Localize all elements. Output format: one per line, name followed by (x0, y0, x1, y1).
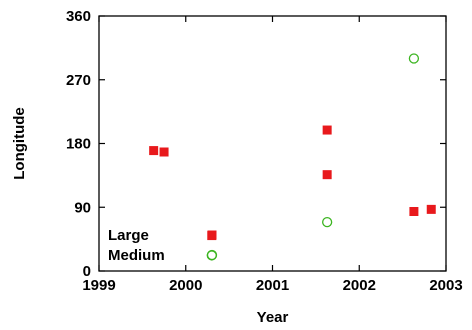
x-tick-label: 2001 (256, 277, 289, 294)
x-tick-label: 2002 (343, 277, 376, 294)
y-tick-label: 90 (74, 199, 91, 216)
large-point (149, 146, 159, 156)
x-axis-title: Year (257, 309, 289, 326)
y-tick-label: 270 (66, 72, 91, 89)
x-tick-label: 2000 (169, 277, 202, 294)
plot-border (98, 15, 447, 272)
legend-marker-large (207, 230, 217, 240)
y-axis-title: Longitude (11, 107, 28, 179)
legend-label: Medium (108, 247, 165, 264)
large-point (322, 170, 332, 180)
medium-point (408, 53, 420, 64)
x-tick-label: 1999 (82, 277, 115, 294)
data-points (149, 53, 436, 261)
y-tick-label: 0 (83, 263, 91, 280)
medium-point (322, 216, 333, 228)
y-axis: 0 90 180 270 360 (66, 8, 446, 280)
large-point (409, 207, 419, 216)
x-axis: 1999 2000 2001 2002 2003 (82, 16, 463, 294)
legend: Large Medium (108, 227, 218, 264)
plot-frame (98, 15, 447, 272)
large-point (322, 125, 332, 135)
legend-label: Large (108, 227, 149, 244)
large-point (426, 204, 436, 214)
y-tick-label: 180 (66, 136, 91, 153)
y-tick-label: 360 (66, 8, 91, 25)
x-tick-label: 2003 (429, 277, 462, 294)
legend-marker-medium (206, 249, 218, 261)
large-point (159, 147, 169, 157)
